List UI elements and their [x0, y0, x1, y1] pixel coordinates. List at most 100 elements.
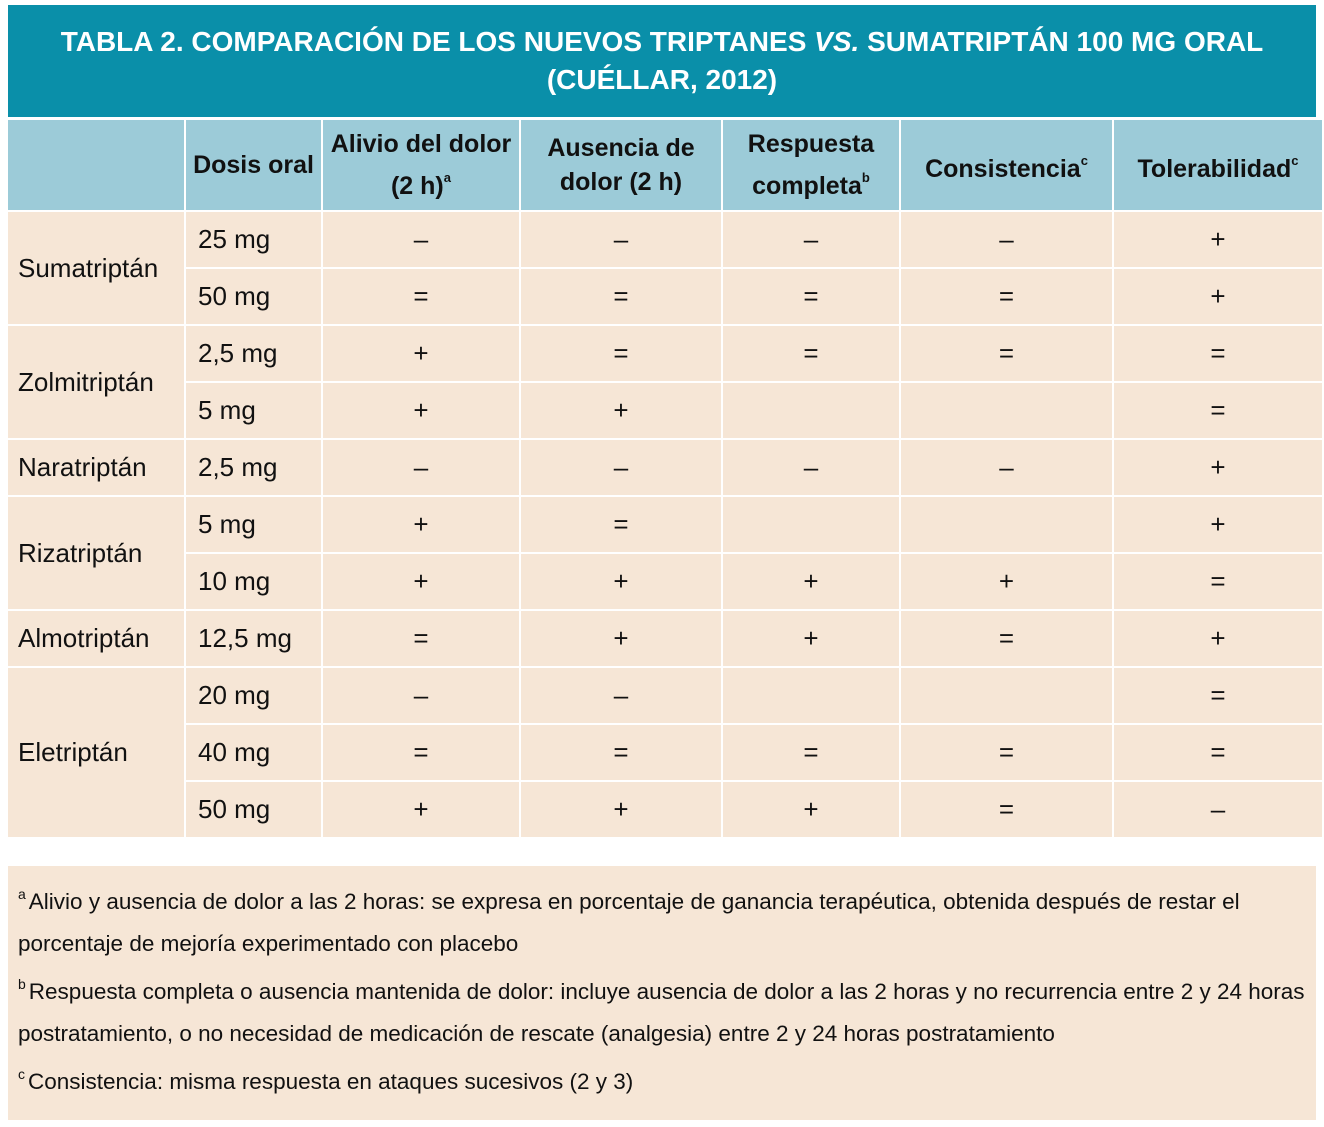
title-italic: VS. [814, 26, 860, 57]
footnote: c Consistencia: misma respuesta en ataque… [18, 1054, 1306, 1103]
value-cell: = [521, 725, 721, 780]
value-cell: + [521, 611, 721, 666]
value-cell: = [723, 326, 899, 381]
footnote-text: Alivio y ausencia de dolor a las 2 horas… [18, 889, 1240, 956]
title: TABLA 2. COMPARACIÓN DE LOS NUEVOS TRIPT… [38, 23, 1286, 99]
value-cell [723, 668, 899, 723]
value-cell: – [323, 440, 519, 495]
value-cell: + [521, 782, 721, 837]
footnotes: a Alivio y ausencia de dolor a las 2 hora… [8, 866, 1316, 1120]
value-cell: + [1114, 269, 1322, 324]
drug-cell: Naratriptán [8, 440, 184, 495]
value-cell: + [723, 611, 899, 666]
header-cell: Respuesta completab [723, 120, 899, 210]
header-sup: a [443, 170, 451, 185]
header-text: Alivio del dolor (2 h) [330, 130, 512, 200]
value-cell: – [323, 212, 519, 267]
value-cell: – [521, 440, 721, 495]
value-cell: – [901, 440, 1112, 495]
dose-cell: 5 mg [186, 497, 321, 552]
value-cell: + [723, 554, 899, 609]
value-cell: = [1114, 668, 1322, 723]
value-cell: = [323, 725, 519, 780]
table-row: Naratriptán 2,5 mg – – – – + [8, 440, 1322, 495]
header-sup: c [1291, 153, 1299, 168]
comparison-table: Dosis oral Alivio del dolor (2 h)a Ausenci… [6, 118, 1324, 839]
value-cell: = [323, 611, 519, 666]
header-sup: b [861, 170, 870, 185]
dose-cell: 10 mg [186, 554, 321, 609]
value-cell [901, 668, 1112, 723]
header-cell: Tolerabilidadc [1114, 120, 1322, 210]
value-cell: = [1114, 554, 1322, 609]
value-cell: + [1114, 212, 1322, 267]
value-cell [901, 383, 1112, 438]
dose-cell: 50 mg [186, 782, 321, 837]
footnote-mark: c [18, 1066, 25, 1082]
table-row: Sumatriptán 25 mg – – – – + [8, 212, 1322, 324]
value-cell: = [901, 326, 1112, 381]
table-row: 50 mg = = = = + [8, 269, 1322, 324]
dose-cell: 2,5 mg [186, 326, 321, 381]
value-cell: = [723, 269, 899, 324]
value-cell: + [723, 782, 899, 837]
header-sup: c [1080, 153, 1088, 168]
table-row: 5 mg + + = [8, 383, 1322, 438]
footnote-mark: b [18, 976, 26, 992]
value-cell: = [901, 725, 1112, 780]
value-cell: – [723, 440, 899, 495]
footnote-mark: a [18, 886, 26, 902]
footnote: a Alivio y ausencia de dolor a las 2 hora… [18, 874, 1306, 964]
header-cell: Dosis oral [186, 120, 321, 210]
dose-cell: 25 mg [186, 212, 321, 267]
table-row: Eletriptán 20 mg – – = [8, 668, 1322, 837]
value-cell: = [1114, 326, 1322, 381]
value-cell [723, 497, 899, 552]
value-cell: = [323, 269, 519, 324]
header-text: Tolerabilidad [1137, 155, 1292, 183]
title-text: TABLA 2. COMPARACIÓN DE LOS NUEVOS TRIPT… [60, 26, 807, 57]
dose-cell: 12,5 mg [186, 611, 321, 666]
value-cell: = [901, 611, 1112, 666]
value-cell: = [521, 326, 721, 381]
value-cell: = [521, 269, 721, 324]
title-text: SUMATRIPTÁN 100 MG ORAL (CUÉLLAR, 2012) [546, 26, 1264, 95]
table-row: 50 mg + + + = – [8, 782, 1322, 837]
footnote-text: Consistencia: misma respuesta en ataques… [28, 1069, 634, 1094]
drug-cell: Eletriptán [8, 668, 184, 837]
value-cell: – [521, 212, 721, 267]
drug-cell: Rizatriptán [8, 497, 184, 609]
drug-cell: Sumatriptán [8, 212, 184, 324]
value-cell: + [1114, 497, 1322, 552]
value-cell: + [323, 554, 519, 609]
drug-cell: Zolmitriptán [8, 326, 184, 438]
header-cell [8, 120, 184, 210]
table-row: 10 mg + + + + = [8, 554, 1322, 609]
header-text: Consistencia [925, 155, 1081, 183]
dose-cell: 5 mg [186, 383, 321, 438]
value-cell [723, 383, 899, 438]
drug-cell: Almotriptán [8, 611, 184, 666]
header-text: Ausencia de dolor (2 h) [547, 134, 695, 196]
header-row: Dosis oral Alivio del dolor (2 h)a Ausenci… [8, 120, 1322, 210]
header-text: Respuesta completa [747, 130, 875, 200]
value-cell: + [521, 383, 721, 438]
value-cell: – [901, 212, 1112, 267]
footnote-text: Respuesta completa o ausencia mantenida … [18, 979, 1305, 1046]
value-cell: – [723, 212, 899, 267]
header-text: Dosis oral [193, 151, 314, 179]
table-row: Almotriptán 12,5 mg = + + = + [8, 611, 1322, 666]
value-cell: + [1114, 611, 1322, 666]
value-cell: + [323, 497, 519, 552]
dose-cell: 40 mg [186, 725, 321, 780]
dose-cell: 20 mg [186, 668, 321, 723]
value-cell: = [1114, 383, 1322, 438]
value-cell: = [901, 269, 1112, 324]
value-cell: + [521, 554, 721, 609]
value-cell [901, 497, 1112, 552]
title-bar: TABLA 2. COMPARACIÓN DE LOS NUEVOS TRIPT… [8, 5, 1316, 117]
dose-cell: 50 mg [186, 269, 321, 324]
value-cell: = [1114, 725, 1322, 780]
value-cell: + [901, 554, 1112, 609]
